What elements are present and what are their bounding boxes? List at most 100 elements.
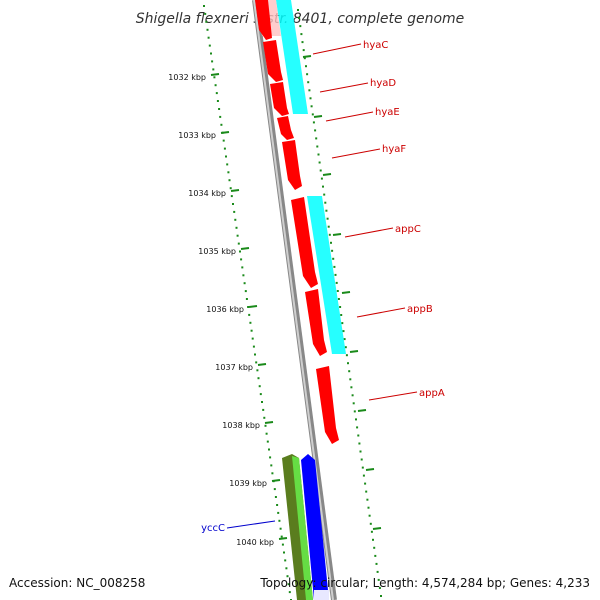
ruler-dot: [268, 448, 270, 451]
accession-text: Accession: NC_008258: [9, 576, 145, 590]
ruler-dot: [271, 472, 274, 475]
ruler-dot: [244, 290, 247, 293]
ruler-tick: [248, 305, 258, 308]
ruler-tick: [278, 537, 288, 540]
ruler-tick: [332, 233, 342, 236]
topology-text: Topology: circular; Length: 4,574,284 bp…: [259, 576, 590, 590]
gene-arrow-hyaF-small: [277, 116, 294, 140]
ruler-tick: [240, 247, 250, 250]
ruler-dot: [259, 393, 262, 396]
ruler-dot: [310, 105, 313, 108]
ruler-dot: [325, 209, 328, 212]
ruler-dot: [281, 543, 284, 546]
ruler-dot: [342, 330, 345, 333]
ruler-dot: [327, 225, 330, 228]
ruler-dot: [328, 233, 331, 236]
ruler-dot: [230, 195, 233, 198]
ruler-dot: [340, 314, 343, 316]
gene-arrow-hyaD: [263, 40, 283, 82]
ruler-dot: [364, 482, 367, 485]
ruler-dot: [252, 345, 255, 348]
ruler-dot: [212, 68, 215, 71]
gene-label-hyaE: hyaE: [375, 107, 400, 118]
ruler-dot: [380, 595, 382, 597]
ruler-dot: [211, 60, 214, 63]
ruler-dot: [237, 242, 240, 245]
ruler-tick: [271, 479, 281, 482]
ruler-tick: [372, 527, 382, 530]
ruler-dot: [273, 488, 276, 491]
ruler-dot: [334, 273, 337, 276]
ruler-dot: [257, 377, 260, 380]
ruler-dot: [324, 201, 327, 204]
gene-label-yccC: yccC: [201, 523, 225, 534]
ruler-tick: [365, 468, 375, 471]
ruler-dot: [361, 466, 364, 469]
ruler-dot: [232, 203, 234, 205]
leader-hyaE: [325, 111, 374, 122]
ruler-dot: [299, 25, 302, 28]
ruler-dot: [216, 100, 219, 102]
ruler-dot: [277, 511, 280, 514]
ruler-dot: [349, 378, 352, 381]
ruler-dot: [318, 161, 321, 164]
ruler-dot: [256, 369, 259, 372]
gene-arrow-yccC: [301, 454, 329, 600]
ruler-dot: [225, 155, 227, 158]
ruler-tick: [220, 131, 230, 134]
ruler-dot: [316, 145, 319, 148]
ruler-dot: [229, 187, 232, 190]
gene-highlight-white: [314, 590, 329, 600]
ruler-dot: [353, 410, 356, 413]
leader-hyaC: [312, 43, 362, 55]
ruler-tick: [349, 350, 359, 353]
ruler-dot: [312, 121, 315, 124]
ruler-tick-label: 1032 kbp: [168, 73, 206, 82]
ruler-dot: [241, 266, 244, 269]
ruler-dot: [203, 5, 205, 7]
ruler-dot: [280, 535, 283, 538]
ruler-dot: [378, 587, 381, 589]
ruler-dot: [335, 281, 338, 284]
ruler-dot: [337, 298, 340, 300]
reverse-cds-track: [282, 454, 329, 600]
gene-arrow-appA: [316, 366, 339, 444]
ruler-dot: [219, 115, 222, 118]
ruler-dot: [336, 290, 339, 292]
ruler-dot: [258, 385, 261, 388]
ruler-dot: [339, 306, 342, 308]
ruler-dot: [234, 218, 237, 221]
ruler-tick: [357, 409, 367, 412]
ruler-tick-label: 1034 kbp: [188, 189, 226, 198]
ruler-dot: [357, 434, 360, 437]
ruler-dot: [208, 44, 211, 47]
leader-appC: [344, 227, 394, 238]
ruler-tick-label: 1038 kbp: [222, 421, 260, 430]
ruler-dot: [351, 394, 354, 397]
gene-label-appB: appB: [407, 304, 433, 315]
ruler-dot: [235, 226, 238, 229]
ruler-dot: [343, 338, 346, 341]
genome-backbone: [252, 0, 337, 600]
ruler-tick-marks: [210, 55, 382, 540]
ruler-dot: [255, 361, 258, 364]
ruler-dot: [249, 321, 252, 324]
ruler-dot: [298, 17, 301, 19]
ruler-dot: [333, 265, 336, 268]
gene-arrow-hyaF: [282, 140, 302, 190]
ruler-dot: [373, 546, 376, 549]
gene-arrow-hyaE: [270, 82, 289, 116]
ruler-dot: [274, 496, 277, 498]
ruler-dot: [284, 559, 287, 562]
gene-arrow-hyaC: [255, 0, 272, 40]
ruler-dot: [227, 171, 230, 174]
ruler-dot: [356, 426, 359, 429]
ruler-dot: [376, 570, 379, 573]
ruler-dot: [206, 28, 209, 31]
leader-hyaF: [331, 148, 381, 159]
ruler-dot: [348, 370, 351, 373]
ruler-dot: [265, 432, 268, 435]
leader-hyaD: [319, 82, 369, 93]
operon-block-hya: [276, 0, 308, 114]
ruler-dot: [330, 241, 332, 244]
